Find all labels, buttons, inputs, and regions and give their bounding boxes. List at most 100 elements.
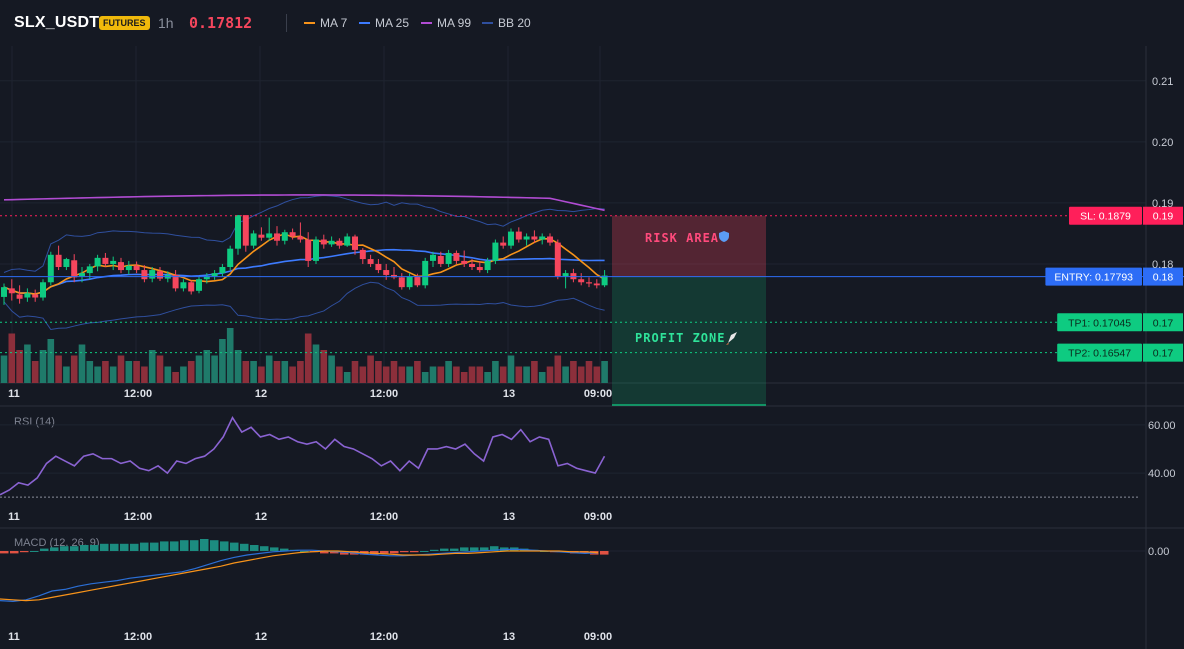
- volume-bar: [24, 344, 31, 383]
- candle-body[interactable]: [344, 236, 351, 246]
- candle-body[interactable]: [86, 266, 93, 274]
- take-profit-1-tag[interactable]: [1057, 313, 1142, 332]
- candle-body[interactable]: [359, 249, 366, 260]
- candle-body[interactable]: [203, 276, 210, 280]
- candle-body[interactable]: [94, 257, 101, 267]
- candle-body[interactable]: [79, 273, 85, 277]
- candle-body[interactable]: [469, 263, 475, 268]
- candle-body[interactable]: [320, 239, 327, 245]
- candle-body[interactable]: [539, 236, 546, 240]
- candle-body[interactable]: [367, 259, 374, 264]
- candle-body[interactable]: [133, 265, 140, 271]
- candle-body[interactable]: [71, 260, 78, 278]
- candle-body[interactable]: [125, 265, 132, 271]
- symbol-title[interactable]: SLX_USDT: [14, 14, 100, 31]
- candle-body[interactable]: [437, 256, 444, 264]
- candle-body[interactable]: [258, 234, 265, 238]
- candlesticks[interactable]: [1, 215, 608, 305]
- candle-body[interactable]: [47, 254, 54, 283]
- candle-body[interactable]: [593, 283, 600, 286]
- candle-body[interactable]: [211, 273, 218, 277]
- candle-body[interactable]: [586, 282, 592, 284]
- candle-body[interactable]: [32, 294, 39, 298]
- candle-body[interactable]: [484, 260, 491, 271]
- candle-body[interactable]: [266, 233, 273, 238]
- candle-body[interactable]: [445, 252, 452, 264]
- interval-selector[interactable]: 1h: [158, 15, 174, 31]
- ma99-swatch: [421, 22, 432, 24]
- candle-body[interactable]: [305, 239, 312, 261]
- candle-body[interactable]: [235, 215, 241, 249]
- candle-body[interactable]: [531, 236, 538, 240]
- candle-body[interactable]: [515, 231, 522, 240]
- legend-ma7[interactable]: MA 7: [304, 16, 347, 30]
- macd-hist-bar: [470, 547, 479, 551]
- macd-hist-bar: [70, 546, 79, 551]
- candle-body[interactable]: [554, 242, 561, 277]
- candle-body[interactable]: [219, 267, 226, 274]
- macd-hist-bar: [230, 542, 239, 551]
- price-axis[interactable]: 0.21 0.20 0.19 0.18: [1152, 76, 1173, 271]
- candle-body[interactable]: [508, 231, 514, 246]
- candle-body[interactable]: [547, 236, 553, 243]
- profit-zone[interactable]: [612, 276, 766, 405]
- candle-body[interactable]: [578, 279, 585, 283]
- candle-body[interactable]: [281, 232, 288, 241]
- bb20-swatch: [482, 22, 493, 24]
- candle-body[interactable]: [492, 242, 499, 261]
- risk-area[interactable]: [612, 215, 766, 277]
- candle-body[interactable]: [188, 282, 195, 292]
- candle-body[interactable]: [430, 254, 436, 261]
- time-tick-main: 12:00: [124, 388, 152, 400]
- candle-body[interactable]: [398, 277, 405, 288]
- candle-body[interactable]: [461, 260, 468, 264]
- rsi-pane[interactable]: RSI (14) 60.00 40.00: [0, 416, 1176, 498]
- candle-body[interactable]: [1, 287, 7, 297]
- candle-body[interactable]: [336, 240, 343, 246]
- candle-body[interactable]: [102, 257, 109, 264]
- stop-loss-tag[interactable]: [1069, 206, 1142, 225]
- candle-body[interactable]: [172, 274, 179, 289]
- candle-body[interactable]: [274, 233, 280, 241]
- candle-body[interactable]: [196, 279, 202, 291]
- candle-body[interactable]: [24, 293, 31, 298]
- take-profit-2-tag[interactable]: [1057, 343, 1142, 362]
- candle-body[interactable]: [453, 252, 460, 261]
- candle-body[interactable]: [110, 260, 117, 264]
- candle-body[interactable]: [562, 273, 569, 277]
- candle-body[interactable]: [16, 294, 23, 299]
- candle-body[interactable]: [55, 254, 62, 268]
- candle-body[interactable]: [149, 270, 156, 279]
- macd-pane[interactable]: MACD (12, 26, 9) 0.00: [0, 537, 1169, 603]
- candle-body[interactable]: [250, 233, 257, 246]
- candle-body[interactable]: [118, 262, 124, 271]
- entry-tag[interactable]: [1045, 267, 1142, 286]
- candle-body[interactable]: [352, 236, 358, 250]
- candle-body[interactable]: [383, 270, 390, 275]
- legend-bb20[interactable]: BB 20: [482, 16, 531, 30]
- time-axis[interactable]: 11 12:00 12 12:00 13 09:00 11 12:00 12 12:00 13 09:…: [8, 388, 612, 643]
- candle-body[interactable]: [500, 242, 507, 246]
- candle-body[interactable]: [476, 267, 483, 271]
- candle-body[interactable]: [289, 232, 296, 237]
- candle-body[interactable]: [242, 215, 249, 246]
- candle-body[interactable]: [157, 271, 163, 279]
- candle-body[interactable]: [328, 240, 335, 245]
- legend-ma25[interactable]: MA 25: [359, 16, 409, 30]
- candle-body[interactable]: [63, 259, 70, 268]
- candle-body[interactable]: [601, 275, 608, 286]
- candle-body[interactable]: [375, 263, 382, 271]
- candle-body[interactable]: [297, 236, 304, 240]
- candle-body[interactable]: [8, 288, 15, 294]
- candle-body[interactable]: [313, 239, 319, 261]
- legend-ma99[interactable]: MA 99: [421, 16, 471, 30]
- candle-body[interactable]: [422, 260, 429, 286]
- candle-body[interactable]: [414, 276, 421, 286]
- candle-body[interactable]: [141, 270, 148, 280]
- candle-body[interactable]: [180, 282, 187, 289]
- candle-body[interactable]: [523, 236, 530, 240]
- candle-body[interactable]: [406, 276, 413, 288]
- candle-body[interactable]: [40, 282, 46, 298]
- candle-body[interactable]: [227, 248, 234, 268]
